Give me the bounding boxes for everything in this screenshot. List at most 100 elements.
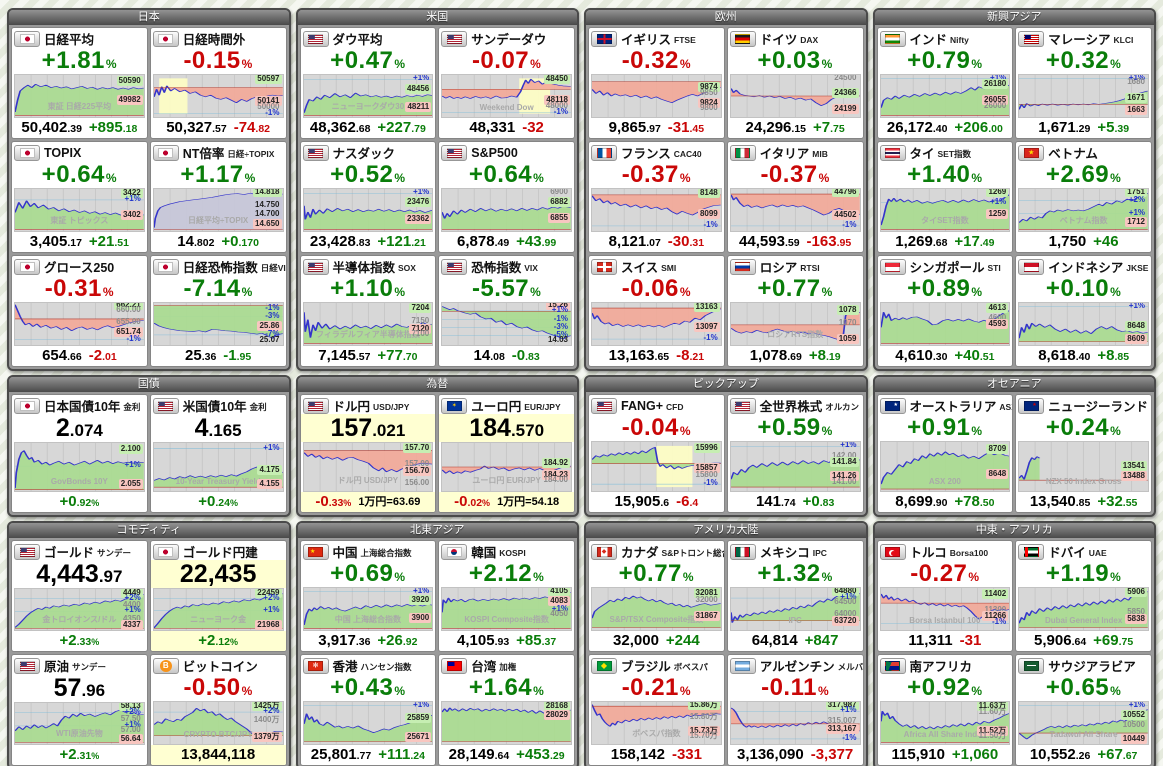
market-card-cn-shanghai[interactable]: 中国 上海総合指数 +0.69% 中国 上海総合指数 +1% 3920 3900 3,… <box>299 540 437 652</box>
market-card-id-jkse[interactable]: インドネシア JKSE +0.10% +1% 8648 8609 8,618.40 +… <box>1015 255 1152 367</box>
flag-tab[interactable] <box>441 397 468 414</box>
flag-tab[interactable] <box>1018 657 1045 674</box>
market-card-za[interactable]: 南アフリカ +0.92% Africa All Share Index 11.63… <box>876 654 1014 766</box>
market-card-ca-tsx[interactable]: カナダ S&Pトロント総合 +0.77% S&P/TSX Composite指数… <box>588 540 725 652</box>
flag-tab[interactable] <box>152 144 179 161</box>
flag-tab[interactable] <box>1018 258 1045 275</box>
market-card-nt-ratio[interactable]: NT倍率 日経÷TOPIX +1.17% 日経平均÷TOPIX 14.818 14.… <box>149 141 287 253</box>
flag-tab[interactable] <box>14 30 40 47</box>
market-card-ar-merval[interactable]: アルゼンチン メルバル -0.11% 317,987+1%315,007313,… <box>726 654 864 766</box>
market-card-jgb10[interactable]: 日本国債10年 金利 2.074 GovBonds 10Y 2.100 +1% 2.0… <box>11 394 148 513</box>
market-card-ru-rtsi[interactable]: ロシア RTSI +0.77% ロシアRTS指数 1078 1070 1059 1,0… <box>726 255 864 367</box>
flag-tab[interactable] <box>441 144 468 161</box>
flag-tab[interactable] <box>591 397 617 414</box>
market-card-sunday-dow[interactable]: サンデーダウ -0.07% Weekend Dow 48450 48118 48000… <box>438 27 575 139</box>
market-card-th-set[interactable]: タイ SET指数 +1.40% タイSET指数 1269 +1% 1259 1,269… <box>876 141 1014 253</box>
market-card-topix[interactable]: TOPIX +0.64% 東証 トピックス 3422 +1% 3402 3,405.1… <box>11 141 148 253</box>
market-card-gold[interactable]: ゴールド サンデー 4,443.97 金トロイオンス/ドル 4449 +2% 4400… <box>11 540 148 652</box>
flag-tab[interactable] <box>591 543 617 560</box>
market-card-acwi[interactable]: 全世界株式 オルカン +0.59% +1% 142.00 141.84 141.26 1… <box>726 394 864 513</box>
market-card-sg-sti[interactable]: シンガポール STI +0.89% 4613 4600 4593 4,610.30 +… <box>876 255 1014 367</box>
market-card-eurjpy[interactable]: ユーロ円 EUR/JPY 184.570 ユーロ円 EUR/JPY 184.92 1… <box>438 394 575 513</box>
market-card-uk-ftse[interactable]: イギリス FTSE -0.32% 9874 9850 9824 9800 9,865.… <box>588 27 725 139</box>
market-card-sp500[interactable]: S&P500 +0.64% 6900 6882 6855 6,878.49 +43.9… <box>438 141 575 253</box>
card-header: ナスダック <box>301 142 436 161</box>
flag-tab[interactable] <box>591 144 617 161</box>
flag-tab[interactable] <box>879 258 906 275</box>
flag-tab[interactable] <box>729 30 756 47</box>
flag-tab[interactable] <box>152 543 179 560</box>
market-card-vix[interactable]: 恐怖指数 VIX -5.57% 15.26 +1% -1% -3% -5% 14.03 1… <box>438 255 575 367</box>
flag-tab[interactable] <box>1018 144 1045 161</box>
market-card-sox[interactable]: 半導体指数 SOX +1.10% フィラデルフィア半導体指数 7204 7150 71… <box>299 255 437 367</box>
flag-tab[interactable] <box>879 144 906 161</box>
market-card-sa-tadawul[interactable]: サウジアラビア +0.65% Tadawul All Share +1% 10552… <box>1015 654 1152 766</box>
market-card-nikkei[interactable]: 日経平均 +1.81% 東証 日経225平均 50590 49982 50,402.… <box>11 27 148 139</box>
flag-tab[interactable] <box>152 258 179 275</box>
flag-tab[interactable] <box>729 657 756 674</box>
market-card-ch-smi[interactable]: スイス SMI -0.06% 13163 13097 -1% 13,163.65 -8… <box>588 255 725 367</box>
flag-tab[interactable] <box>729 144 756 161</box>
market-card-btc[interactable]: ビットコイン -0.50% CRYPTO BTC/JPY 1425万 +2% 1400… <box>149 654 287 766</box>
market-card-it-mib[interactable]: イタリア MIB -0.37% 44796 44502 -1% 44,593.59-… <box>726 141 864 253</box>
flag-tab[interactable] <box>441 258 468 275</box>
flag-tab[interactable] <box>729 397 756 414</box>
flag-tab[interactable] <box>1018 543 1045 560</box>
flag-tab[interactable] <box>152 30 179 47</box>
flag-tab[interactable] <box>591 30 617 47</box>
flag-tab[interactable] <box>152 657 179 674</box>
flag-tab[interactable] <box>879 397 906 414</box>
market-card-mx-ipc[interactable]: メキシコ IPC +1.32% IPC 64880 +1% 64500 64000 637… <box>726 540 864 652</box>
flag-tab[interactable] <box>879 543 906 560</box>
flag-tab[interactable] <box>879 30 906 47</box>
market-card-in-nifty[interactable]: インド Nifty +0.79% +1% 26180 26055 26000 26,1… <box>876 27 1014 139</box>
flag-tab[interactable] <box>591 657 617 674</box>
market-card-growth250[interactable]: グロース250 -0.31% 662.21 660.00 655.00 651.74-… <box>11 255 148 367</box>
market-card-oil[interactable]: 原油 サンデー 57.96 WTI原油先物 58.13 +2% 57.50 +1% 57.… <box>11 654 148 766</box>
market-card-gold-yen[interactable]: ゴールド円建 22,435 ニューヨーク金 22459 +2% +1% 21968 +2… <box>149 540 287 652</box>
flag-tab[interactable] <box>152 397 179 414</box>
market-card-fangplus[interactable]: FANG+ CFD -0.04% 15996 15857 15800 -1% 15,9… <box>588 394 725 513</box>
market-card-kr-kospi[interactable]: 韓国 KOSPI +2.12% KOSPI Composite指数 4105 408… <box>438 540 575 652</box>
market-card-hk-hsi[interactable]: 香港 ハンセン指数 +0.43% +1% 25859 25671 25,801.77… <box>299 654 437 766</box>
flag-tab[interactable] <box>302 258 329 275</box>
market-card-ae-dubai[interactable]: ドバイ UAE +1.19% Dubai General Index 5906 58… <box>1015 540 1152 652</box>
market-card-nikkei-night[interactable]: 日経時間外 -0.15% 50597 50141 50000 -1% 50,327.5… <box>149 27 287 139</box>
flag-tab[interactable] <box>302 657 329 674</box>
flag-tab[interactable] <box>14 397 40 414</box>
market-card-vn[interactable]: ベトナム +2.69% ベトナム指数 1751 +2% +1% 1712 1,750 +4… <box>1015 141 1152 253</box>
flag-tab[interactable] <box>14 657 40 674</box>
group-grid: トルコ Borsa100 -0.27% Borsa Istanbul 100 11… <box>875 538 1155 766</box>
card-top-value: -0.37% <box>621 161 692 188</box>
flag-tab[interactable] <box>1018 30 1045 47</box>
market-card-my-klci[interactable]: マレーシア KLCI +0.32% +1% 1680 1671 1663 1,671.… <box>1015 27 1152 139</box>
flag-tab[interactable] <box>302 543 329 560</box>
flag-tab[interactable] <box>729 258 756 275</box>
market-card-br-bovespa[interactable]: ブラジル ボベスパ -0.21% ボベスパ指数 15.86万 15.80万 15.73… <box>588 654 725 766</box>
flag-tab[interactable] <box>441 657 468 674</box>
last-value: 26,172.40 <box>886 118 948 136</box>
flag-tab[interactable] <box>302 30 329 47</box>
market-card-ust10[interactable]: 米国債10年 金利 4.165 10-Year Treasury Yield +1… <box>149 394 287 513</box>
flag-tab[interactable] <box>729 543 756 560</box>
market-card-tr-borsa[interactable]: トルコ Borsa100 -0.27% Borsa Istanbul 100 11… <box>876 540 1014 652</box>
flag-tab[interactable] <box>441 30 468 47</box>
market-card-nz[interactable]: ニュージーランド +0.24% NZX 50 Index Gross 13541 1… <box>1015 394 1152 513</box>
flag-tab[interactable] <box>302 144 329 161</box>
flag-tab[interactable] <box>14 258 40 275</box>
market-card-de-dax[interactable]: ドイツ DAX +0.03% 24500 24366 24199 24,296.15… <box>726 27 864 139</box>
market-card-tw-taiex[interactable]: 台湾 加権 +1.64% 28168 28029 28,149.64 +453.29 <box>438 654 575 766</box>
market-card-dow[interactable]: ダウ平均 +0.47% ニューヨークダウ30 +1% 48456 48211 48,3… <box>299 27 437 139</box>
flag-tab[interactable] <box>1018 397 1045 414</box>
market-card-fr-cac40[interactable]: フランス CAC40 -0.37% 8148 8099 -1% 8,121.07 -3… <box>588 141 725 253</box>
flag-tab[interactable] <box>14 144 40 161</box>
market-card-nikkei-vi[interactable]: 日経恐怖指数 日経VI -7.14% -1% -3% 25.86 -7% 25.07 2… <box>149 255 287 367</box>
flag-tab[interactable] <box>441 543 468 560</box>
market-card-nasdaq[interactable]: ナスダック +0.52% +1% 23476 23362 23,428.83 +121… <box>299 141 437 253</box>
flag-tab[interactable] <box>591 258 617 275</box>
flag-tab[interactable] <box>302 397 329 414</box>
flag-tab[interactable] <box>14 543 40 560</box>
market-card-usdjpy[interactable]: ドル円 USD/JPY 157.021 ドル円 USD/JPY 157.70 157… <box>299 394 437 513</box>
flag-tab[interactable] <box>879 657 906 674</box>
